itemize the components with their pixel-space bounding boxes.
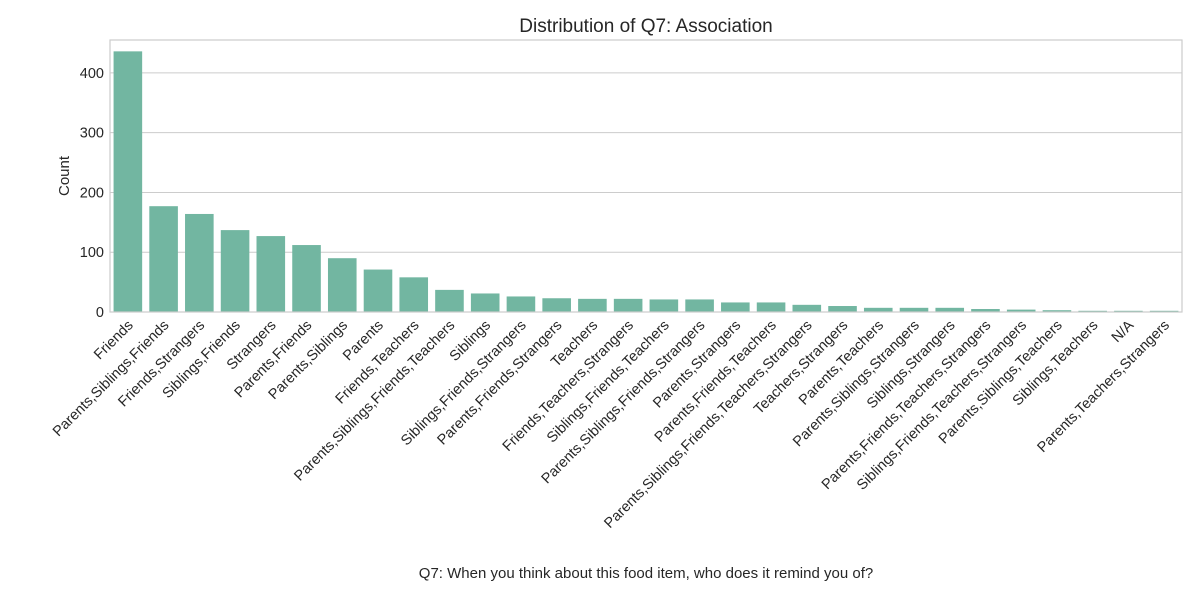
bar (363, 269, 393, 312)
x-tick-labels: FriendsParents,Siblings,FriendsFriends,S… (50, 317, 1173, 531)
y-tick-labels: 0 100 200 300 400 (80, 66, 104, 321)
y-tick-label: 0 (96, 305, 104, 321)
x-axis-label: Q7: When you think about this food item,… (419, 565, 873, 582)
bar (863, 307, 893, 312)
plot-frame (109, 39, 1183, 313)
bars (113, 51, 1179, 312)
y-axis-label: Count (56, 155, 73, 196)
y-tick-label: 100 (80, 245, 104, 261)
bar (399, 277, 429, 312)
y-tick-label: 300 (80, 126, 104, 142)
bar (327, 258, 357, 312)
chart-title: Distribution of Q7: Association (519, 16, 772, 37)
bar (935, 307, 965, 312)
bar (685, 299, 714, 312)
bar (256, 236, 286, 312)
bar (1006, 309, 1036, 312)
y-tick-label: 200 (80, 185, 104, 201)
bar (435, 289, 464, 312)
bar (792, 304, 822, 312)
bar (149, 206, 178, 312)
bar (721, 302, 750, 312)
bar (756, 302, 786, 312)
bar (649, 299, 679, 312)
bar (220, 230, 250, 312)
bar (828, 306, 857, 312)
bar (613, 298, 643, 312)
y-tick-label: 400 (80, 66, 104, 82)
bar (470, 293, 500, 312)
x-tick-label: N/A (1109, 317, 1138, 346)
bar (506, 296, 536, 312)
bar (113, 51, 143, 312)
bar (971, 309, 1000, 312)
bar (899, 307, 929, 312)
bar (542, 298, 571, 312)
bar (185, 213, 214, 312)
bar (292, 245, 321, 312)
bar (1042, 310, 1072, 312)
bar (578, 298, 607, 312)
